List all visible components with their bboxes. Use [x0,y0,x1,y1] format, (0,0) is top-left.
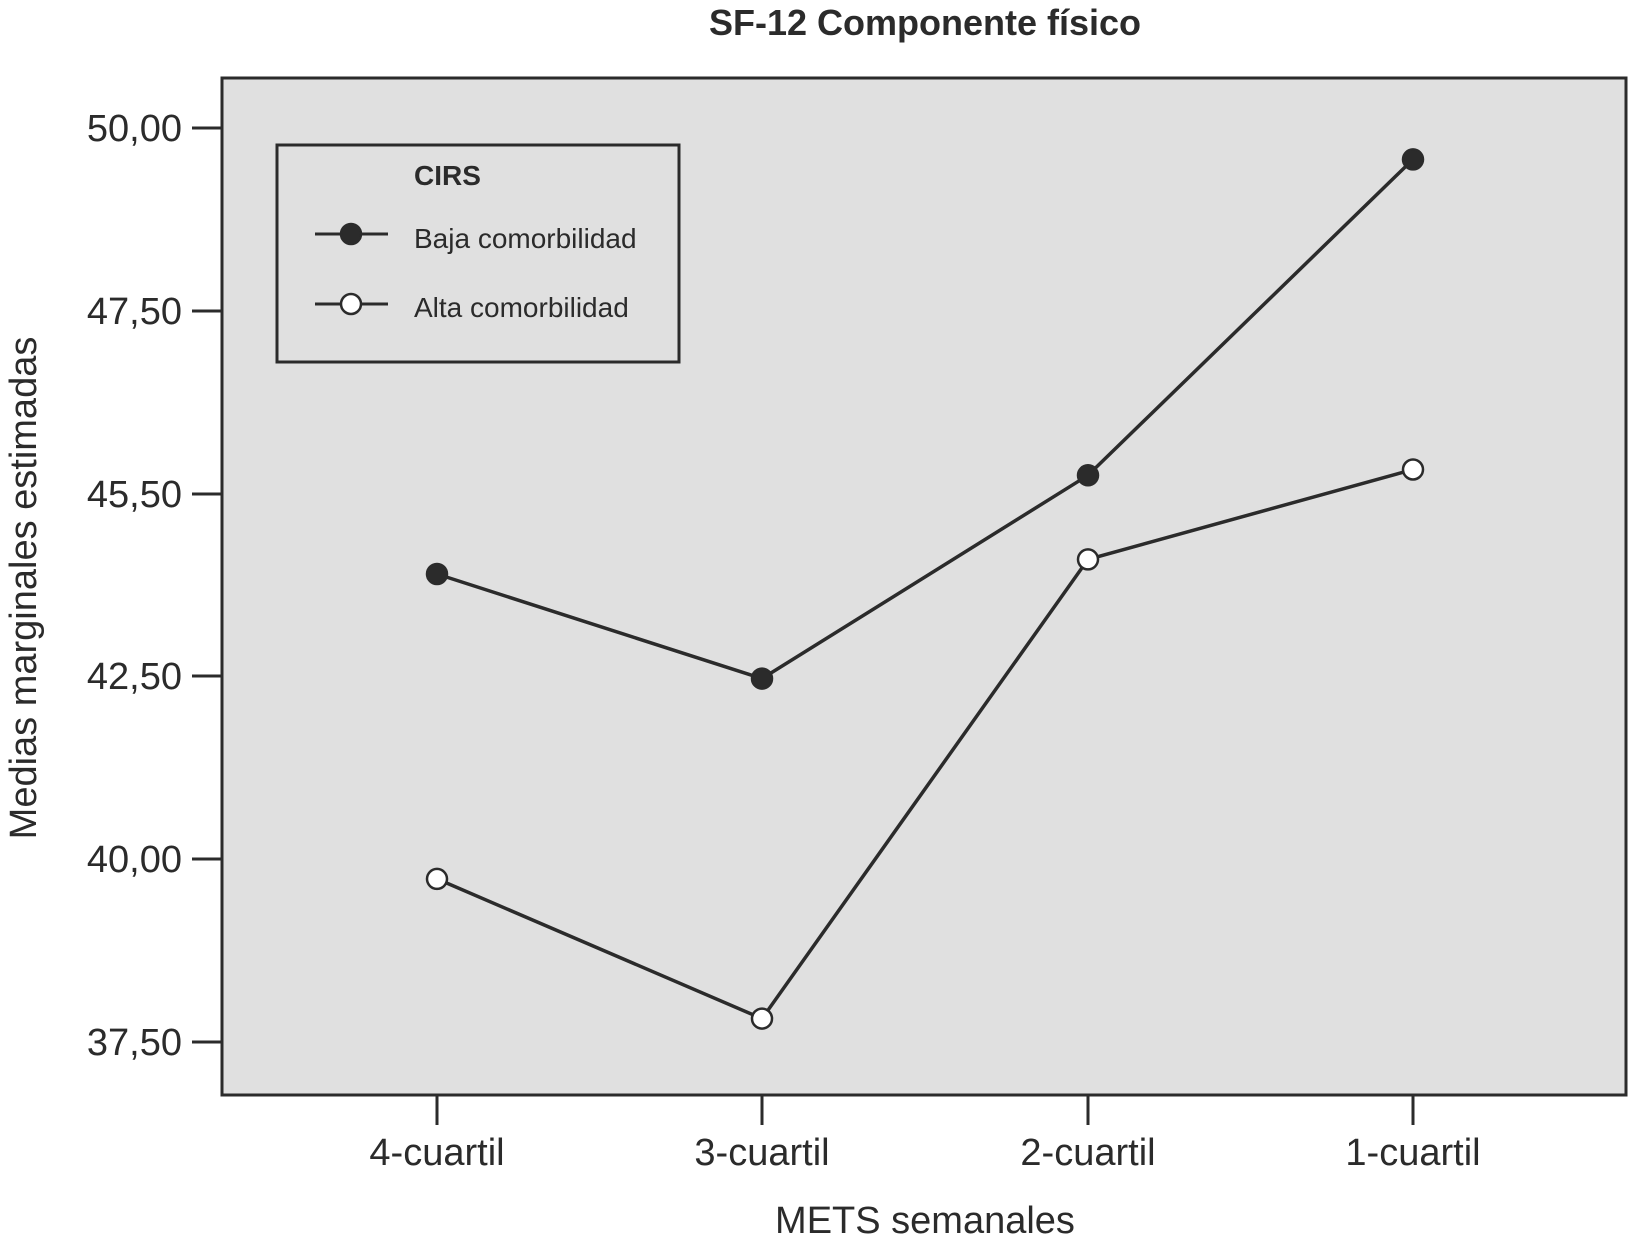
y-tick-label: 37,50 [87,1022,182,1064]
legend-marker-baja [339,222,363,246]
y-tick-label: 47,50 [87,291,182,333]
y-tick-label: 40,00 [87,839,182,881]
legend: CIRS Baja comorbilidad Alta comorbilidad [275,143,681,364]
data-point [1076,464,1100,487]
data-point [750,667,774,690]
series-line-1 [436,467,1414,1021]
data-point [750,1007,774,1030]
y-tick-label: 45,50 [87,474,182,516]
legend-label-alta: Alta comorbilidad [414,292,629,323]
series-line-0 [436,158,1415,681]
x-axis-label: METS semanales [775,1200,1075,1242]
series-layer [425,148,1425,1030]
data-point [1076,548,1100,571]
y-axis: 50,00 47,50 45,50 42,50 40,00 37,50 [87,108,222,1064]
x-tick-label: 2-cuartil [1020,1132,1155,1174]
data-point [1401,458,1425,481]
legend-marker-alta [339,292,363,316]
chart-title: SF-12 Componente físico [709,2,1141,43]
data-point [1401,148,1425,171]
y-axis-label: Medias marginales estimadas [3,337,45,840]
x-tick-label: 4-cuartil [369,1132,504,1174]
x-axis: 4-cuartil 3-cuartil 2-cuartil 1-cuartil [369,1095,1481,1174]
legend-label-baja: Baja comorbilidad [414,223,637,254]
x-tick-label: 3-cuartil [694,1132,829,1174]
data-point [425,562,449,586]
x-tick-label: 1-cuartil [1345,1132,1480,1174]
y-tick-label: 42,50 [87,656,182,698]
legend-title: CIRS [414,160,481,191]
y-tick-label: 50,00 [87,108,182,150]
legend-box [275,143,681,364]
data-point [425,867,449,891]
